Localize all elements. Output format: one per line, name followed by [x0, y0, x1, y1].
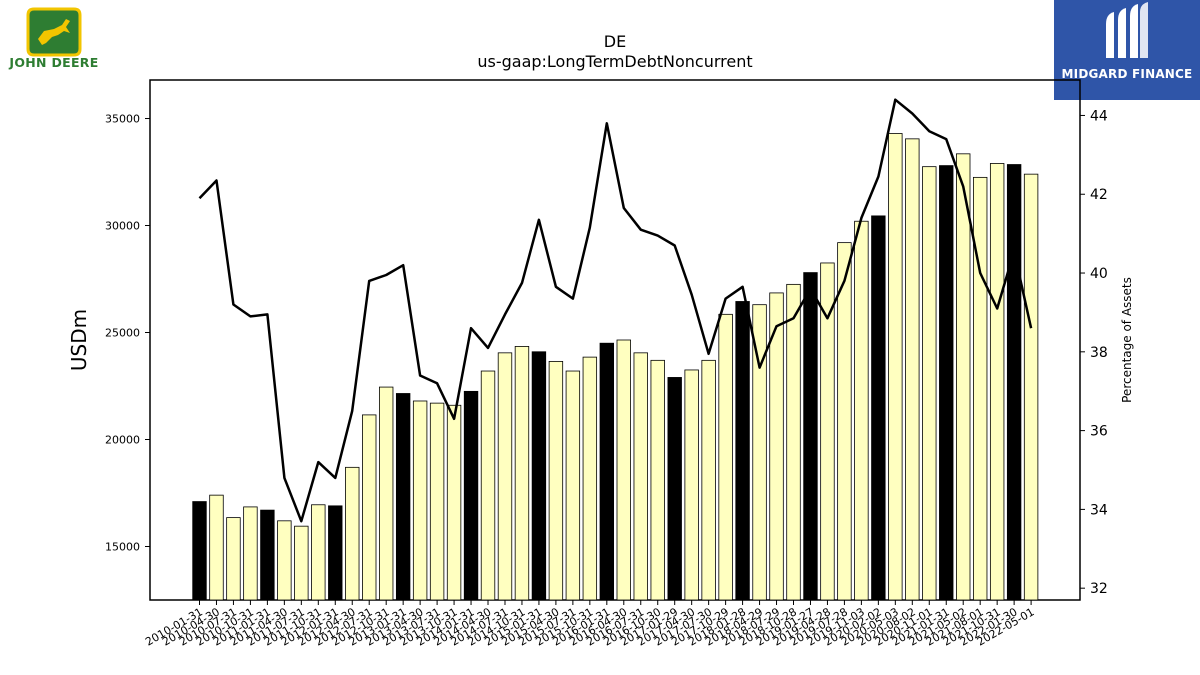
bar: [548, 360, 564, 601]
bar: [956, 153, 971, 601]
bar: [497, 352, 513, 601]
bar: [684, 369, 699, 601]
bar: [854, 220, 869, 601]
y-tick-label: 15000: [105, 541, 140, 554]
bar: [328, 505, 343, 601]
bar: [701, 359, 716, 601]
bar: [599, 342, 615, 601]
y2-axis-label: Percentage of Assets: [1120, 277, 1134, 403]
bar: [378, 386, 394, 601]
y-tick-label: 20000: [105, 434, 140, 447]
percentage-of-assets-line: [198, 98, 1033, 523]
bar: [463, 390, 479, 601]
bar: [277, 520, 292, 601]
midgard-emblem-icon: [1106, 2, 1148, 58]
plot-frame: [149, 79, 1081, 601]
bar: [531, 351, 547, 601]
bar: [650, 359, 665, 601]
bar: [1006, 164, 1022, 601]
john-deere-logo: [4, 5, 104, 75]
bar: [888, 133, 903, 601]
y-tick-label: 30000: [105, 220, 140, 233]
bar: [837, 242, 852, 601]
bar: [209, 494, 224, 601]
bar: [192, 501, 207, 601]
chart-title-metric: us-gaap:LongTermDebtNoncurrent: [477, 52, 753, 71]
bar: [446, 404, 462, 601]
y2-tick-label: 44: [1090, 108, 1108, 124]
bar: [260, 509, 275, 601]
john-deere-wordmark: JOHN DEERE: [9, 55, 99, 70]
bar: [786, 283, 801, 601]
bar: [480, 370, 496, 601]
bar: [972, 176, 988, 601]
y2-tick-label: 36: [1090, 424, 1108, 440]
bar: [243, 506, 258, 601]
bar: [905, 138, 920, 601]
bar: [1023, 173, 1039, 601]
bar: [514, 346, 530, 601]
bar: [803, 272, 818, 601]
bar: [939, 165, 954, 601]
y2-tick-label: 32: [1090, 581, 1108, 597]
bar: [616, 339, 631, 601]
bar: [294, 525, 309, 601]
bar: [429, 402, 445, 601]
bar: [412, 400, 428, 601]
bar: [345, 466, 360, 601]
bar: [820, 262, 835, 601]
bar: [362, 414, 377, 601]
y2-tick-label: 38: [1090, 345, 1108, 361]
y-tick-label: 35000: [105, 113, 140, 126]
bar: [633, 352, 648, 601]
bar: [565, 370, 581, 601]
y2-tick-label: 34: [1090, 502, 1108, 518]
bar: [922, 166, 937, 601]
y2-tick-label: 42: [1090, 187, 1108, 203]
bar: [311, 504, 326, 601]
bar: [667, 377, 682, 601]
midgard-finance-logo: MIDGARD FINANCE: [1054, 0, 1200, 100]
bar: [226, 517, 241, 601]
bar: [735, 301, 750, 601]
bar: [718, 313, 733, 601]
bar: [582, 356, 598, 601]
midgard-finance-wordmark: MIDGARD FINANCE: [1061, 67, 1193, 81]
y2-tick-label: 40: [1090, 266, 1108, 282]
deer-emblem-icon: [26, 7, 82, 57]
bar: [395, 393, 411, 601]
chart-title-ticker: DE: [603, 32, 627, 51]
y-tick-label: 25000: [105, 327, 140, 340]
bar: [871, 215, 886, 601]
bar: [989, 163, 1005, 601]
y-axis-label: USDm: [67, 309, 91, 371]
